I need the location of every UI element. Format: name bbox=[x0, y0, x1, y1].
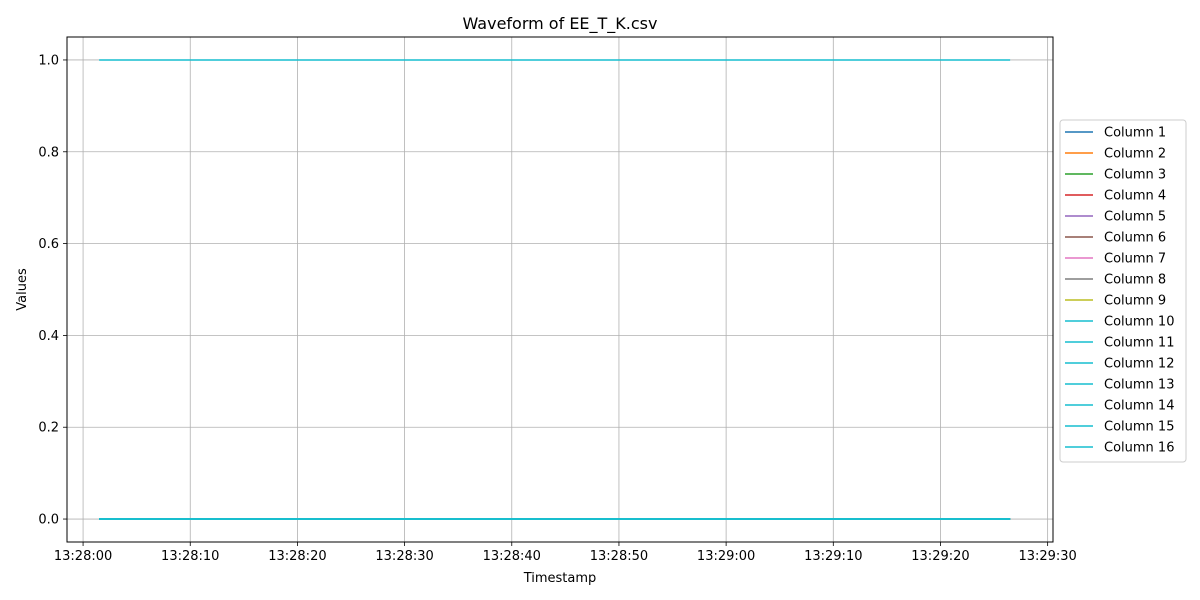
legend-label: Column 11 bbox=[1104, 336, 1174, 351]
x-tick-label: 13:29:00 bbox=[697, 549, 755, 564]
legend-label: Column 8 bbox=[1104, 273, 1166, 288]
x-tick-label: 13:28:30 bbox=[375, 549, 433, 564]
legend: Column 1 Column 2 Column 3 Column 4 Column 5… bbox=[1059, 119, 1187, 463]
legend-box bbox=[1059, 119, 1187, 463]
y-tick-label: 0.8 bbox=[38, 145, 59, 160]
x-tick-label: 13:29:30 bbox=[1018, 549, 1076, 564]
legend-label: Column 12 bbox=[1104, 357, 1174, 372]
y-axis: 0.0 0.2 0.4 0.6 0.8 1.0 bbox=[38, 53, 67, 528]
y-tick-label: 0.0 bbox=[38, 513, 59, 528]
x-tick-label: 13:28:00 bbox=[54, 549, 112, 564]
legend-label: Column 13 bbox=[1104, 378, 1174, 393]
y-tick-label: 0.2 bbox=[38, 421, 59, 436]
y-axis-title: Values bbox=[15, 268, 30, 311]
legend-label: Column 1 bbox=[1104, 126, 1166, 141]
x-tick-label: 13:28:40 bbox=[483, 549, 541, 564]
x-axis-title: Timestamp bbox=[523, 571, 597, 586]
legend-label: Column 3 bbox=[1104, 168, 1166, 183]
legend-label: Column 10 bbox=[1104, 315, 1174, 330]
legend-label: Column 14 bbox=[1104, 399, 1174, 414]
legend-label: Column 6 bbox=[1104, 231, 1166, 246]
legend-label: Column 5 bbox=[1104, 210, 1166, 225]
legend-label: Column 15 bbox=[1104, 420, 1174, 435]
x-tick-label: 13:28:20 bbox=[268, 549, 326, 564]
x-tick-label: 13:29:20 bbox=[911, 549, 969, 564]
x-axis: 13:28:00 13:28:10 13:28:20 13:28:30 13:28:40… bbox=[54, 542, 1077, 564]
x-tick-label: 13:29:10 bbox=[804, 549, 862, 564]
y-tick-label: 0.4 bbox=[38, 329, 59, 344]
series-layer bbox=[99, 59, 1011, 520]
legend-label: Column 7 bbox=[1104, 252, 1166, 267]
legend-label: Column 9 bbox=[1104, 294, 1166, 309]
x-tick-label: 13:28:50 bbox=[590, 549, 648, 564]
legend-label: Column 16 bbox=[1104, 441, 1174, 456]
y-tick-label: 1.0 bbox=[38, 53, 59, 68]
y-tick-label: 0.6 bbox=[38, 237, 59, 252]
plot-frame bbox=[66, 36, 1054, 543]
legend-label: Column 2 bbox=[1104, 147, 1166, 162]
chart-title: Waveform of EE_T_K.csv bbox=[463, 14, 658, 34]
legend-label: Column 4 bbox=[1104, 189, 1166, 204]
x-tick-label: 13:28:10 bbox=[161, 549, 219, 564]
